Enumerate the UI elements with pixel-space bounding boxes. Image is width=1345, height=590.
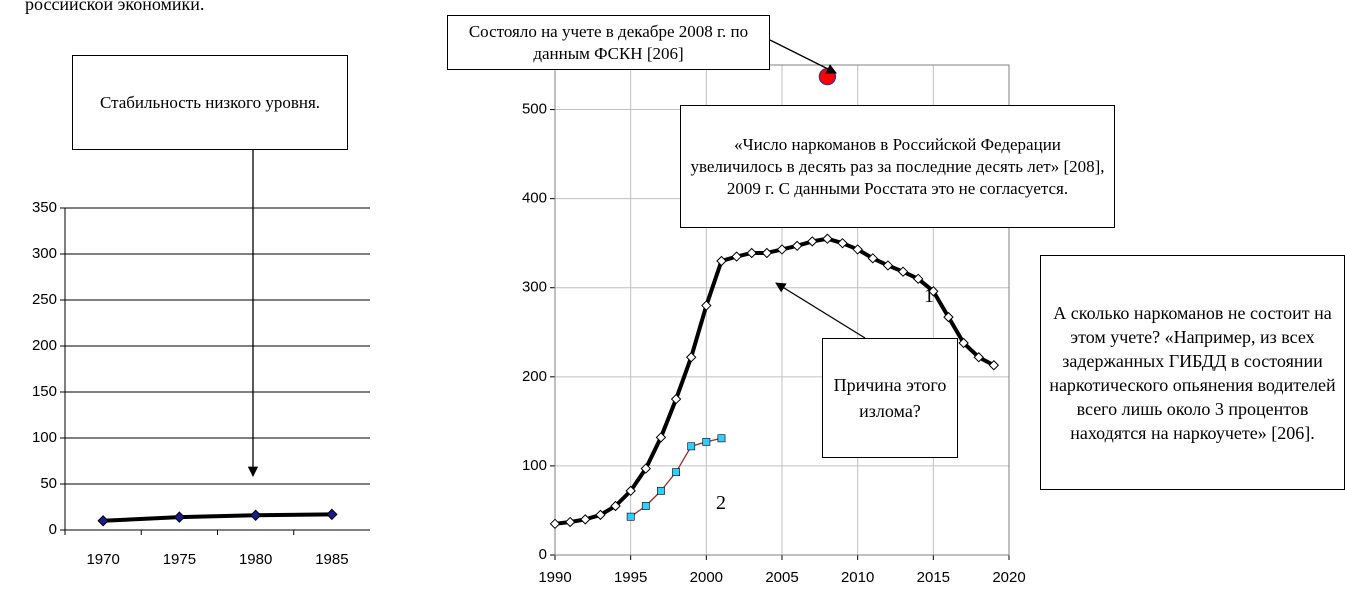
point bbox=[988, 360, 1000, 371]
x-tick-label: 2020 bbox=[992, 569, 1025, 586]
point bbox=[549, 518, 561, 530]
point bbox=[928, 286, 939, 297]
series-label: 2 bbox=[716, 492, 726, 514]
annotation-box: Стабильность низкого уровня. bbox=[72, 55, 348, 150]
point bbox=[670, 393, 682, 405]
series-line bbox=[103, 512, 332, 523]
x-tick-label: 1995 bbox=[614, 569, 647, 586]
point bbox=[731, 251, 742, 262]
point bbox=[807, 236, 818, 247]
point bbox=[912, 273, 924, 285]
point bbox=[867, 253, 879, 264]
plot-frame bbox=[554, 64, 1010, 556]
point bbox=[822, 233, 833, 244]
point bbox=[716, 255, 727, 267]
point bbox=[687, 442, 696, 451]
point bbox=[852, 244, 863, 255]
point bbox=[672, 468, 680, 477]
x-tick-label: 2005 bbox=[765, 569, 798, 586]
annotation-box: Состояло на учете в декабре 2008 г. по д… bbox=[447, 15, 770, 70]
x-tick-label: 1985 bbox=[315, 551, 348, 568]
arrow bbox=[775, 282, 866, 339]
point bbox=[761, 247, 773, 259]
point bbox=[958, 337, 969, 349]
y-tick-label: 150 bbox=[32, 383, 57, 400]
point bbox=[776, 244, 788, 255]
y-tick-label: 400 bbox=[522, 190, 547, 207]
point bbox=[610, 500, 621, 512]
y-tick-label: 200 bbox=[32, 337, 57, 354]
y-tick-label: 100 bbox=[522, 457, 547, 474]
point bbox=[657, 486, 665, 495]
point bbox=[897, 266, 909, 277]
heading: российской экономики. bbox=[25, 0, 205, 14]
point bbox=[97, 515, 109, 527]
x-tick-label: 2015 bbox=[917, 569, 950, 586]
y-tick-label: 100 bbox=[32, 429, 57, 446]
x-tick-label: 1980 bbox=[239, 551, 272, 568]
point bbox=[791, 240, 803, 252]
y-tick-label: 0 bbox=[539, 546, 547, 563]
y-tick-label: 200 bbox=[522, 368, 547, 385]
point bbox=[641, 502, 650, 510]
y-tick-label: 0 bbox=[49, 521, 57, 538]
point bbox=[655, 432, 667, 443]
point bbox=[746, 247, 757, 259]
annotation-box: Причина этого излома? bbox=[822, 338, 958, 458]
point bbox=[640, 463, 652, 474]
series-label: 1 bbox=[924, 285, 934, 307]
point bbox=[564, 516, 576, 528]
y-tick-label: 350 bbox=[32, 199, 57, 216]
point bbox=[625, 485, 636, 497]
point bbox=[626, 512, 635, 521]
point bbox=[595, 509, 606, 521]
x-tick-label: 2010 bbox=[841, 569, 874, 586]
y-tick-label: 50 bbox=[40, 475, 57, 492]
point bbox=[702, 437, 711, 446]
point bbox=[882, 260, 894, 271]
point bbox=[701, 300, 712, 311]
point bbox=[973, 352, 984, 363]
point bbox=[717, 434, 726, 443]
x-tick-label: 1970 bbox=[86, 551, 119, 568]
y-tick-label: 500 bbox=[522, 101, 547, 118]
annotation-box: А сколько наркоманов не состоит на этом … bbox=[1040, 255, 1345, 490]
point bbox=[837, 237, 848, 249]
point bbox=[326, 508, 338, 521]
y-tick-label: 250 bbox=[32, 291, 57, 308]
x-tick-label: 1975 bbox=[163, 551, 196, 568]
y-tick-label: 300 bbox=[32, 245, 57, 262]
point bbox=[580, 514, 591, 525]
arrow bbox=[769, 39, 837, 74]
point bbox=[173, 511, 186, 523]
x-tick-label: 1990 bbox=[538, 569, 571, 586]
y-tick-label: 300 bbox=[522, 279, 547, 296]
point bbox=[685, 352, 697, 363]
point bbox=[249, 509, 262, 521]
x-tick-label: 2000 bbox=[690, 569, 723, 586]
point bbox=[943, 311, 954, 323]
annotation-box: «Число наркоманов в Российской Федерации… bbox=[680, 105, 1115, 228]
